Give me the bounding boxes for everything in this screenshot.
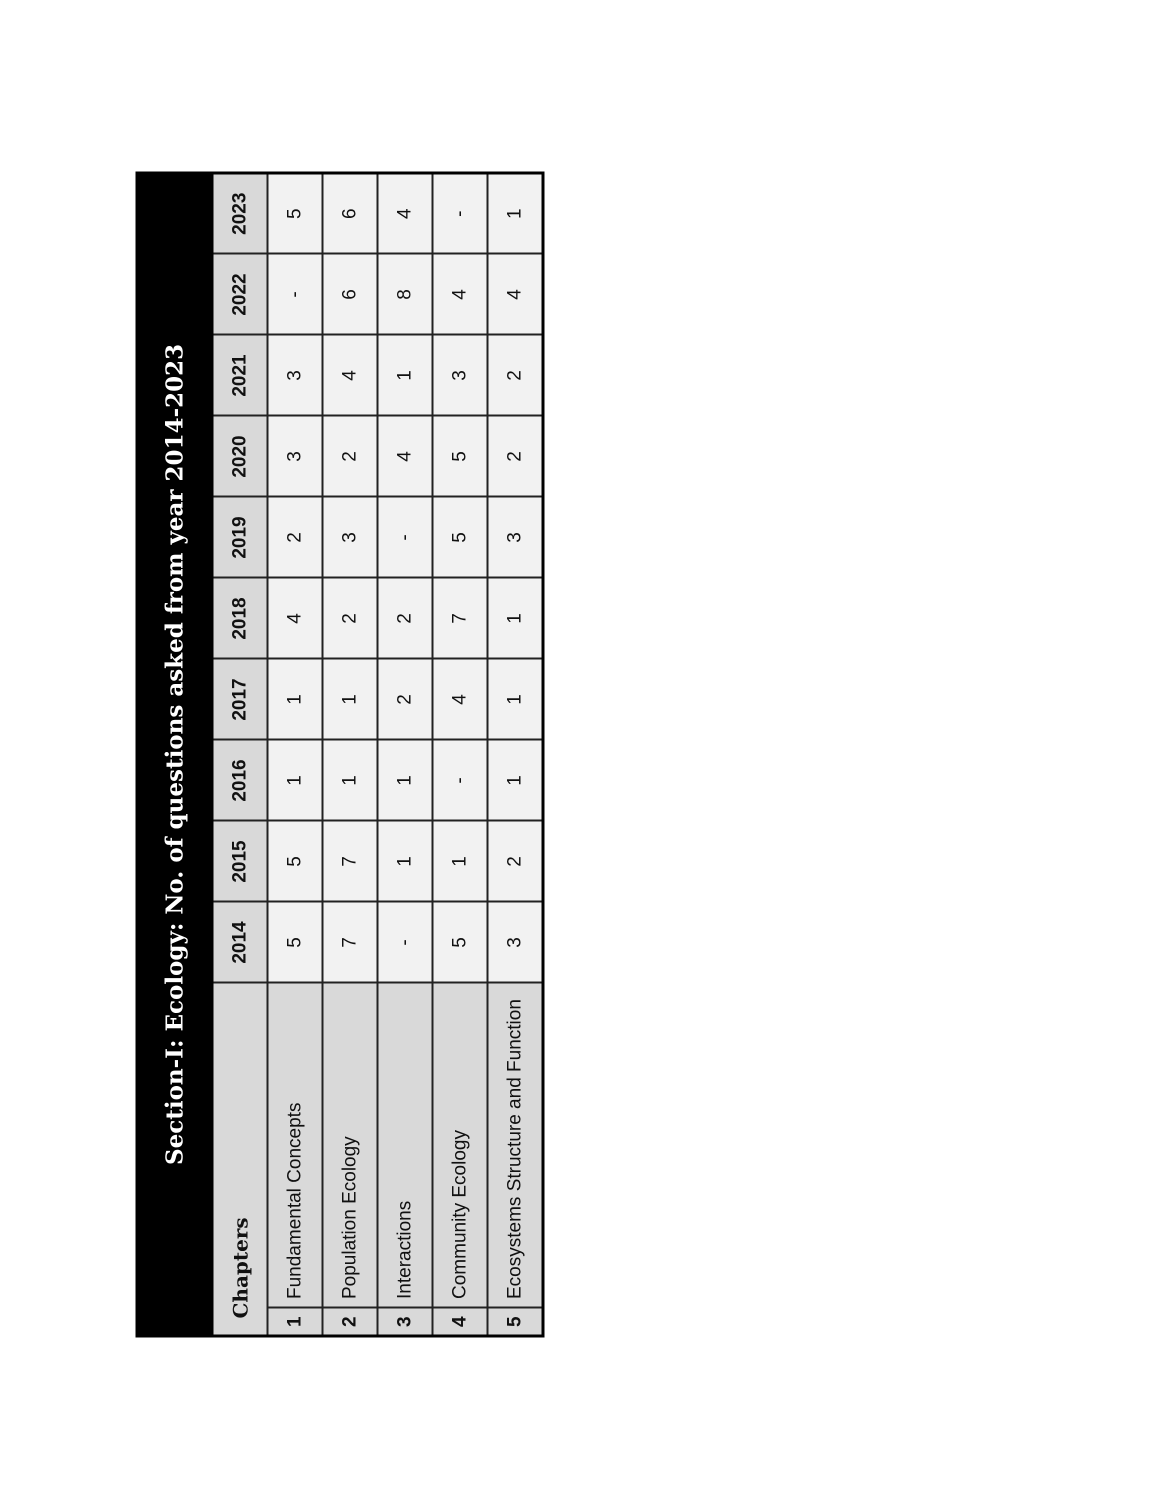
header-year: 2016 — [212, 740, 268, 821]
value-cell: 3 — [267, 416, 323, 497]
row-number: 5 — [487, 1308, 543, 1336]
value-cell: - — [377, 902, 433, 983]
row-number: 4 — [432, 1308, 488, 1336]
value-cell: 1 — [487, 172, 543, 254]
table-row: 5 Ecosystems Structure and Function 3 2 1 1 1 3… — [487, 172, 543, 1336]
table-row: 4 Community Ecology 5 1-4 7 5 5 3 4- — [432, 172, 488, 1336]
header-year: 2022 — [212, 254, 268, 335]
value-cell: 8 — [377, 254, 433, 335]
row-number: 2 — [322, 1308, 378, 1336]
value-cell: 5 — [267, 172, 323, 254]
value-cell: 3 — [267, 335, 323, 416]
value-cell: 2 — [487, 335, 543, 416]
value-cell: 7 — [432, 578, 488, 659]
value-cell: 3 — [432, 335, 488, 416]
value-cell: 7 — [322, 821, 378, 902]
table-row: 2 Population Ecology 7 7 1 1 2 3 2 4 6 6 — [322, 172, 378, 1336]
table-row: 1 Fundamental Concepts 5 5 1 1 4 2 3 3-5 — [267, 172, 323, 1336]
value-cell: 1 — [267, 740, 323, 821]
value-cell: 4 — [377, 416, 433, 497]
value-cell: 1 — [487, 659, 543, 740]
value-cell: 1 — [487, 740, 543, 821]
row-number: 3 — [377, 1308, 433, 1336]
value-cell: 1 — [377, 821, 433, 902]
questions-table: Section-I: Ecology: No. of questions ask… — [135, 171, 545, 1338]
value-cell: 1 — [432, 821, 488, 902]
table-row: 3 Interactions -1 1 2 2-4 1 8 4 — [377, 172, 433, 1336]
header-year: 2017 — [212, 659, 268, 740]
value-cell: 6 — [322, 254, 378, 335]
value-cell: 4 — [322, 335, 378, 416]
value-cell: 4 — [487, 254, 543, 335]
value-cell: 7 — [322, 902, 378, 983]
value-cell: 5 — [267, 902, 323, 983]
header-year: 2023 — [212, 172, 268, 254]
chapter-name: Ecosystems Structure and Function — [487, 983, 543, 1308]
value-cell: 2 — [377, 659, 433, 740]
value-cell: 5 — [432, 902, 488, 983]
value-cell: 3 — [487, 497, 543, 578]
header-year: 2019 — [212, 497, 268, 578]
value-cell: 4 — [267, 578, 323, 659]
header-year: 2014 — [212, 902, 268, 983]
value-cell: - — [267, 254, 323, 335]
chapter-name: Community Ecology — [432, 983, 488, 1308]
value-cell: 4 — [432, 254, 488, 335]
value-cell: 5 — [267, 821, 323, 902]
value-cell: 2 — [267, 497, 323, 578]
value-cell: 1 — [487, 578, 543, 659]
header-row: Chapters 2014 2015 2016 2017 2018 2019 2020 202… — [212, 172, 268, 1336]
chapter-name: Population Ecology — [322, 983, 378, 1308]
row-number: 1 — [267, 1308, 323, 1336]
value-cell: 2 — [377, 578, 433, 659]
header-year: 2015 — [212, 821, 268, 902]
value-cell: 1 — [377, 740, 433, 821]
header-year: 2021 — [212, 335, 268, 416]
value-cell: 3 — [487, 902, 543, 983]
table-title: Section-I: Ecology: No. of questions ask… — [137, 172, 213, 1336]
value-cell: 5 — [432, 497, 488, 578]
value-cell: - — [432, 172, 488, 254]
value-cell: 2 — [487, 416, 543, 497]
chapter-name: Interactions — [377, 983, 433, 1308]
header-year: 2018 — [212, 578, 268, 659]
header-chapters: Chapters — [212, 983, 268, 1336]
value-cell: 1 — [322, 659, 378, 740]
value-cell: - — [432, 740, 488, 821]
value-cell: 1 — [377, 335, 433, 416]
chapter-name: Fundamental Concepts — [267, 983, 323, 1308]
value-cell: 3 — [322, 497, 378, 578]
value-cell: 1 — [322, 740, 378, 821]
value-cell: 4 — [432, 659, 488, 740]
value-cell: 2 — [487, 821, 543, 902]
value-cell: 6 — [322, 172, 378, 254]
value-cell: 4 — [377, 172, 433, 254]
value-cell: 2 — [322, 578, 378, 659]
value-cell: - — [377, 497, 433, 578]
header-year: 2020 — [212, 416, 268, 497]
value-cell: 5 — [432, 416, 488, 497]
rotated-table-container: Section-I: Ecology: No. of questions ask… — [135, 171, 545, 1338]
value-cell: 1 — [267, 659, 323, 740]
value-cell: 2 — [322, 416, 378, 497]
